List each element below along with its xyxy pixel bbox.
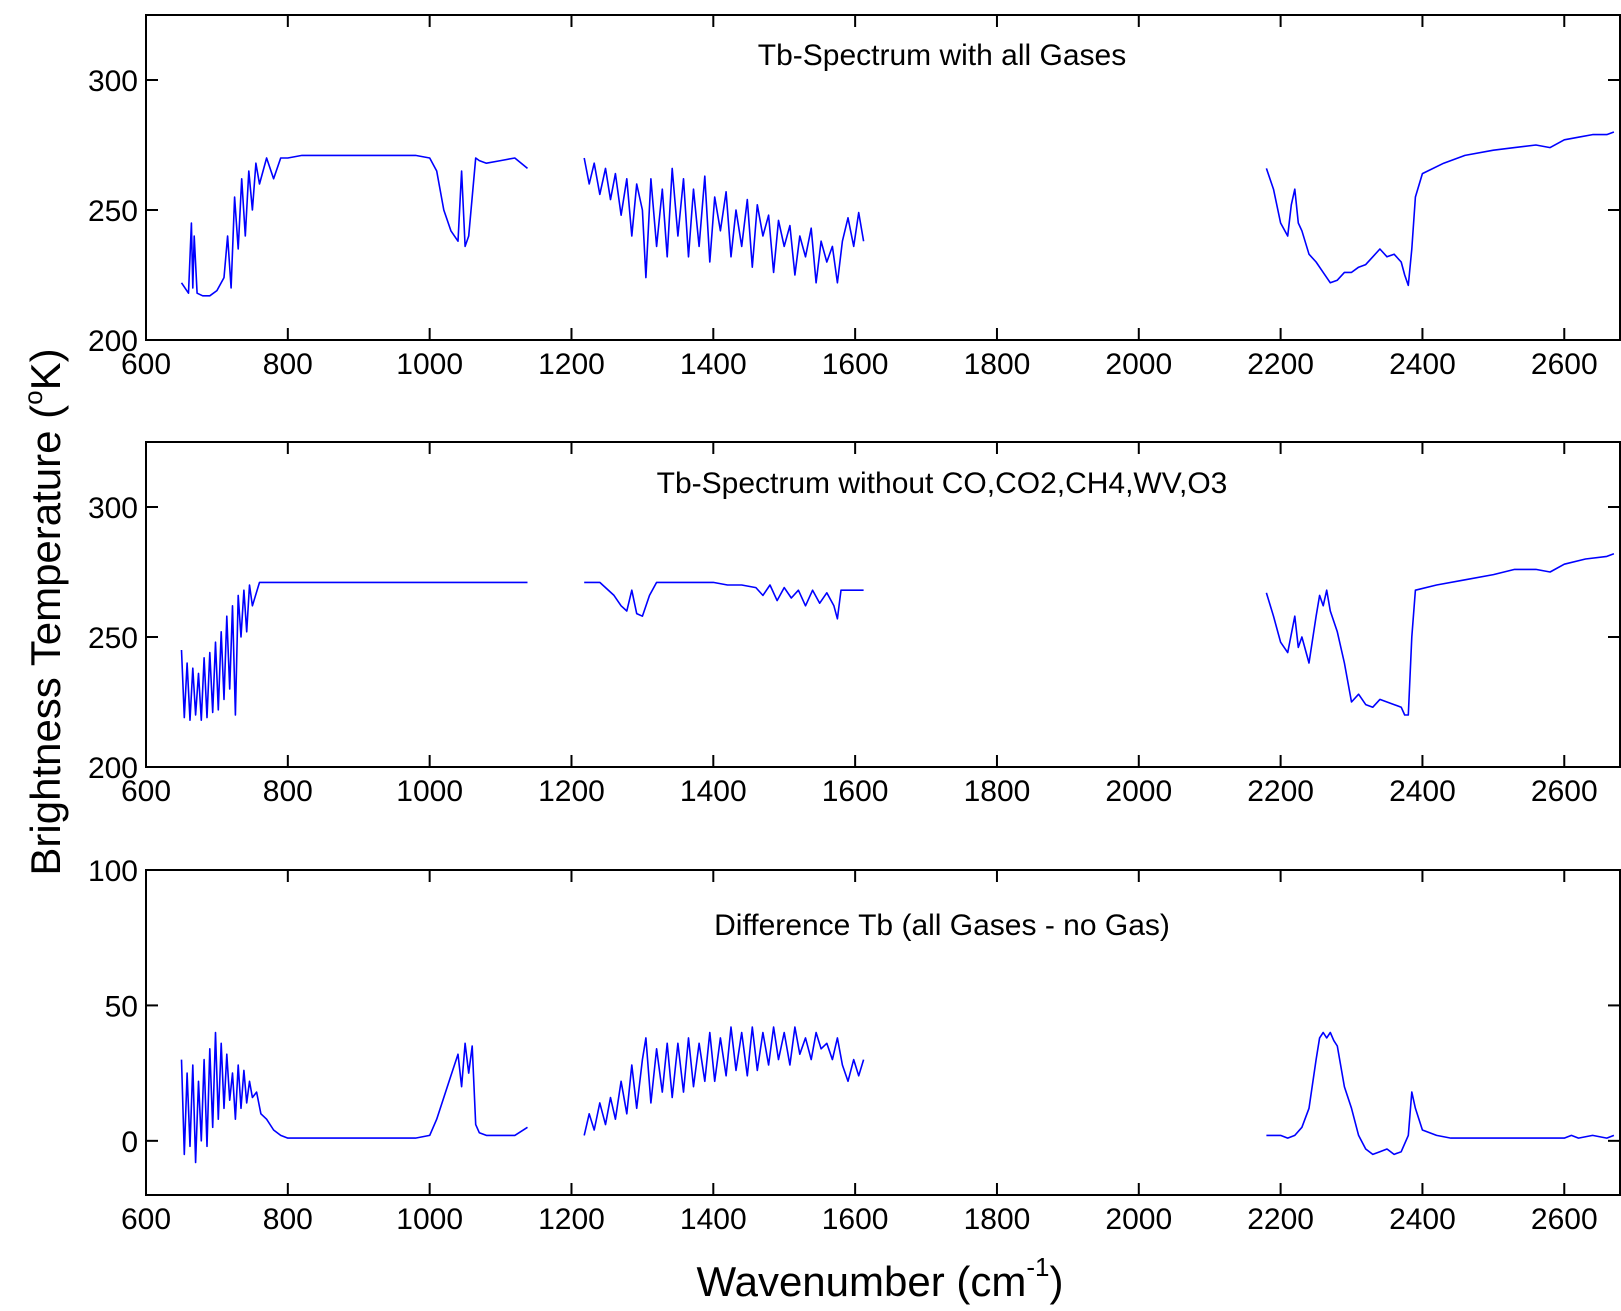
x-tick-label: 1000	[396, 1203, 463, 1236]
x-axis-label: Wavenumber (cm-1)	[697, 1252, 1064, 1305]
spectrum-segment	[1265, 131, 1615, 287]
y-tick-label: 200	[88, 325, 138, 358]
y-tick-label: 250	[88, 622, 138, 655]
spectrum-segment	[1265, 553, 1615, 716]
panel-title: Tb-Spectrum without CO,CO2,CH4,WV,O3	[657, 467, 1228, 500]
x-tick-label: 1200	[538, 775, 605, 808]
plot-frame	[145, 441, 1621, 768]
x-tick-label: 2600	[1531, 1203, 1598, 1236]
y-tick-label: 50	[105, 990, 138, 1023]
panel-2: 600 800 1000 1200 1400 1600 1800 2000 2200 2400 26…	[88, 441, 1621, 808]
spectrum-segment	[180, 581, 528, 722]
spectrum-segment	[1266, 1031, 1615, 1156]
y-tick-label: 300	[88, 65, 138, 98]
panel-title: Tb-Spectrum with all Gases	[758, 39, 1126, 72]
x-tick-label: 1400	[680, 775, 747, 808]
x-tick-label: 1000	[396, 775, 463, 808]
x-tick-label: 1000	[396, 348, 463, 381]
x-tick-label: 800	[263, 775, 313, 808]
x-tick-label: 1200	[538, 348, 605, 381]
x-tick-label: 600	[121, 348, 171, 381]
x-tick-label: 1800	[964, 775, 1031, 808]
x-tick-label: 600	[121, 1203, 171, 1236]
x-tick-label: 1600	[822, 1203, 889, 1236]
x-tick-label: 800	[263, 1203, 313, 1236]
spectrum-segment	[180, 1031, 528, 1164]
x-tick-label: 2600	[1531, 775, 1598, 808]
y-tick-label: 100	[88, 855, 138, 888]
x-tick-label: 2200	[1247, 348, 1314, 381]
x-tick-label: 2600	[1531, 348, 1598, 381]
y-tick-label: 200	[88, 752, 138, 785]
spectrum-segment	[584, 581, 864, 620]
spectrum-segment	[583, 157, 865, 284]
panel-1: 600 800 1000 1200 1400 1600 1800 2000 2200 2400 26…	[88, 14, 1621, 381]
y-axis-label: Brightness Temperature (oK)	[18, 348, 69, 875]
x-tick-label: 2200	[1247, 1203, 1314, 1236]
x-tick-label: 1600	[822, 775, 889, 808]
panel-3: 600 800 1000 1200 1400 1600 1800 2000 2200 2400 26…	[88, 855, 1621, 1236]
y-tick-label: 250	[88, 195, 138, 228]
x-tick-label: 600	[121, 775, 171, 808]
x-tick-label: 1800	[964, 348, 1031, 381]
x-tick-label: 2400	[1389, 775, 1456, 808]
x-tick-label: 2400	[1389, 1203, 1456, 1236]
plot-frame	[145, 869, 1621, 1196]
x-tick-label: 1200	[538, 1203, 605, 1236]
x-tick-label: 2000	[1105, 1203, 1172, 1236]
x-tick-label: 800	[263, 348, 313, 381]
x-tick-label: 2000	[1105, 348, 1172, 381]
x-tick-label: 2400	[1389, 348, 1456, 381]
x-tick-label: 2000	[1105, 775, 1172, 808]
y-tick-label: 300	[88, 492, 138, 525]
x-tick-label: 1400	[680, 1203, 747, 1236]
spectrum-segment	[180, 154, 529, 297]
x-tick-label: 2200	[1247, 775, 1314, 808]
panel-title: Difference Tb (all Gases - no Gas)	[714, 909, 1170, 942]
plot-frame	[145, 14, 1621, 341]
x-tick-label: 1800	[964, 1203, 1031, 1236]
y-tick-label: 0	[121, 1126, 138, 1159]
spectrum-segment	[583, 1026, 865, 1136]
x-tick-label: 1400	[680, 348, 747, 381]
x-tick-label: 1600	[822, 348, 889, 381]
